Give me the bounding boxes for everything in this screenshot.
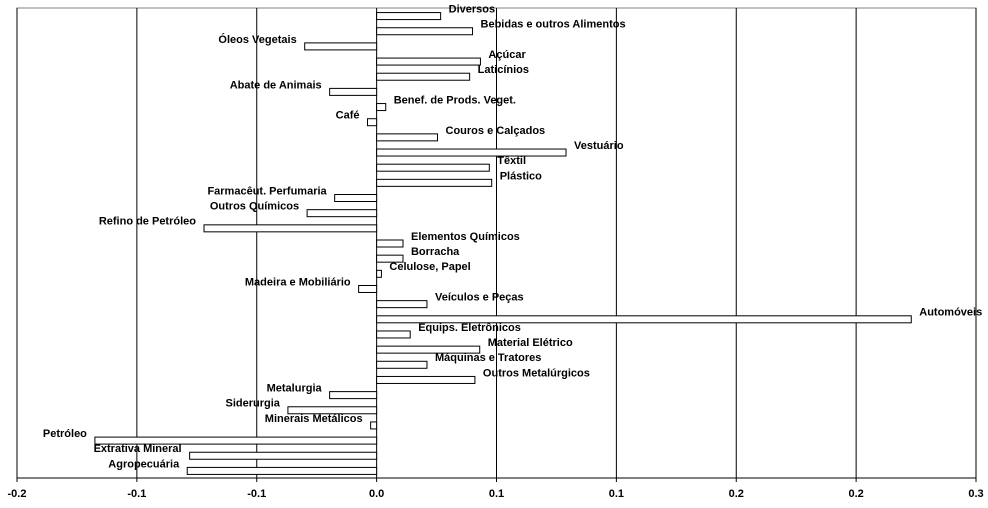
bar	[376, 163, 490, 172]
bar	[329, 87, 378, 96]
category-label: Outros Químicos	[210, 201, 299, 213]
category-label: Máquinas e Tratores	[435, 352, 541, 364]
bar	[186, 466, 378, 475]
x-tick-label: 0.0	[369, 488, 384, 500]
category-label: Óleos Vegetais	[218, 33, 296, 46]
category-label: Açúcar	[488, 49, 526, 61]
bar	[376, 57, 481, 66]
category-label: Laticínios	[478, 64, 529, 76]
x-tick-label: -0.1	[247, 488, 266, 500]
category-label: Benef. de Prods. Veget.	[394, 94, 516, 106]
bar	[376, 27, 474, 36]
bar	[367, 118, 378, 127]
category-label: Metalurgia	[267, 383, 323, 395]
category-label: Siderurgia	[226, 398, 281, 410]
x-tick-label: 0.2	[848, 488, 863, 500]
bar	[376, 315, 912, 324]
bar	[370, 421, 378, 430]
category-label: Elementos Químicos	[411, 231, 520, 243]
category-label: Farmacêut. Perfumaria	[207, 185, 327, 197]
bar	[203, 224, 378, 233]
category-label: Celulose, Papel	[389, 261, 470, 273]
category-label: Extrativa Mineral	[94, 443, 182, 455]
bar	[376, 345, 481, 354]
bar	[94, 436, 378, 445]
bar	[376, 103, 387, 112]
category-label: Plástico	[500, 170, 542, 182]
bar	[376, 300, 428, 309]
category-label: Vestuário	[574, 140, 624, 152]
bar	[189, 451, 378, 460]
category-label: Café	[336, 110, 360, 122]
category-label: Borracha	[411, 246, 460, 258]
bar	[306, 209, 378, 218]
category-label: Abate de Animais	[230, 79, 322, 91]
category-label: Minerais Metálicos	[265, 413, 363, 425]
category-label: Diversos	[449, 3, 495, 15]
bar	[287, 406, 378, 415]
x-tick-label: -0.2	[8, 488, 27, 500]
x-tick-label: 0.1	[489, 488, 504, 500]
category-label: Veículos e Peças	[435, 292, 524, 304]
bar	[376, 375, 476, 384]
bar	[376, 148, 567, 157]
category-label: Agropecuária	[108, 458, 180, 470]
bar	[329, 391, 378, 400]
bar	[376, 178, 493, 187]
bar	[376, 72, 471, 81]
bar	[376, 254, 404, 263]
bar	[376, 330, 411, 339]
category-label: Têxtil	[497, 155, 526, 167]
bar	[376, 133, 439, 142]
category-label: Outros Metalúrgicos	[483, 367, 590, 379]
category-label: Automóveis	[919, 307, 982, 319]
bar	[376, 269, 382, 278]
bar	[376, 239, 404, 248]
x-tick-label: 0.2	[729, 488, 744, 500]
category-label: Madeira e Mobiliário	[245, 276, 351, 288]
bar	[358, 284, 378, 293]
category-label: Equips. Eletrônicos	[418, 322, 521, 334]
bar	[304, 42, 378, 51]
x-tick-label: 0.1	[609, 488, 624, 500]
category-label: Material Elétrico	[488, 337, 573, 349]
bar	[376, 360, 428, 369]
bar	[334, 194, 378, 203]
category-label: Petróleo	[43, 428, 87, 440]
bar	[376, 12, 442, 21]
x-tick-label: -0.1	[127, 488, 146, 500]
category-label: Refino de Petróleo	[99, 216, 196, 228]
category-label: Couros e Calçados	[446, 125, 546, 137]
category-label: Bebidas e outros Alimentos	[481, 19, 626, 31]
x-tick-label: 0.3	[968, 488, 983, 500]
